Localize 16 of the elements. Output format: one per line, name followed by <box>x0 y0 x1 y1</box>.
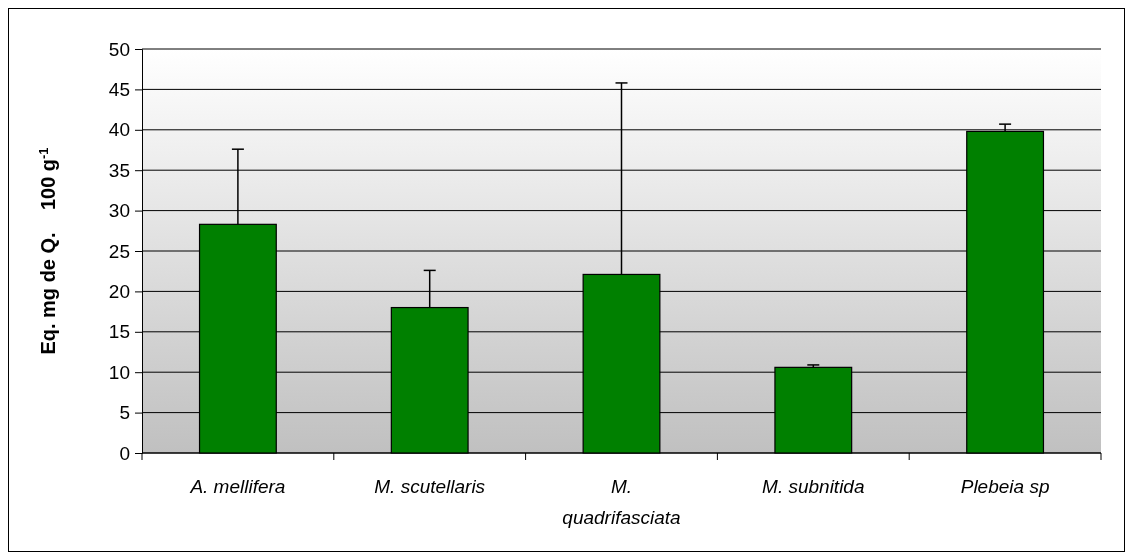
y-tick-label: 0 <box>119 442 130 464</box>
x-tick-label: A. mellifera <box>189 476 286 497</box>
y-tick-label: 30 <box>108 200 130 222</box>
y-tick-label: 40 <box>108 119 130 141</box>
y-tick-label: 45 <box>108 78 130 100</box>
x-tick-label: M. scutellaris <box>374 476 486 497</box>
y-tick-label: 10 <box>108 361 130 383</box>
x-tick-label: Plebeia sp <box>960 476 1050 497</box>
x-tick-label: M. subnitida <box>762 476 865 497</box>
y-tick-label: 15 <box>108 321 130 343</box>
y-tick-label: 5 <box>119 402 130 424</box>
y-tick-label: 20 <box>108 280 130 302</box>
y-tick-label: 35 <box>108 159 130 181</box>
y-tick-label: 25 <box>108 240 130 262</box>
x-tick-label: M. quadrifasciata <box>562 476 681 528</box>
y-tick-label: 50 <box>108 38 130 60</box>
